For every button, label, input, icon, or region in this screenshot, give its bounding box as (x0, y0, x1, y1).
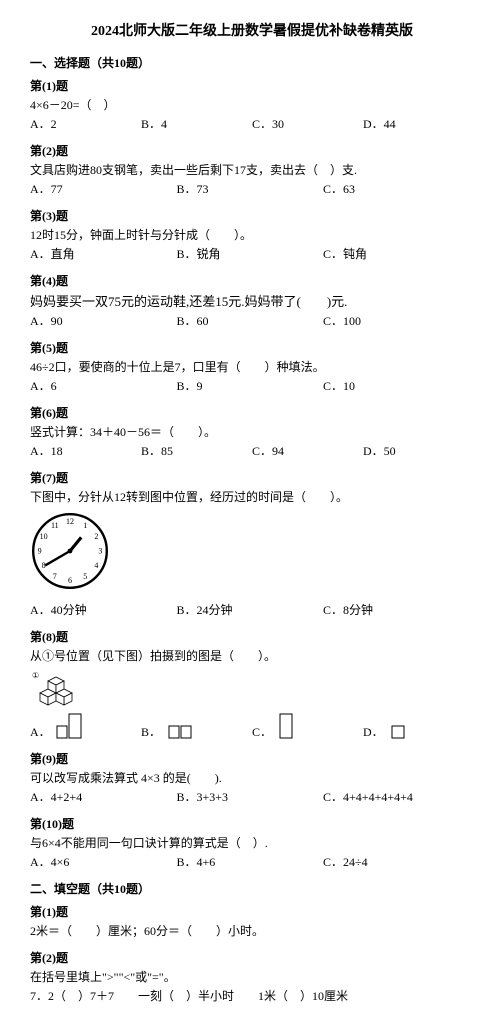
q9-text: 可以改写成乘法算式 4×3 的是( ). (30, 769, 474, 786)
svg-text:4: 4 (94, 561, 98, 570)
q8-opt-b-fig (165, 712, 195, 740)
q4-opt-b: B．60 (177, 312, 324, 329)
q5-text: 46÷2口，要使商的十位上是7，口里有（ ）种填法。 (30, 358, 474, 375)
q6-opt-d: D．50 (363, 442, 474, 459)
fill-question-1: 第(1)题 2米＝（ ）厘米；60分＝（ ）小时。 (30, 903, 474, 939)
fq1-label: 第(1)题 (30, 903, 474, 920)
q7-text: 下图中，分针从12转到图中位置，经历过的时间是（ ）。 (30, 488, 474, 505)
q8-opt-d-fig (388, 712, 410, 740)
q8-opt-c-fig (276, 712, 298, 740)
q3-opt-a: A．直角 (30, 245, 177, 262)
q1-opt-a: A．2 (30, 115, 141, 132)
cube-scene: ① (30, 668, 90, 708)
q10-opt-b: B．4+6 (177, 853, 324, 870)
question-3: 第(3)题 12时15分，钟面上时针与分针成（ ）。 A．直角 B．锐角 C．钝… (30, 207, 474, 262)
fq1-text: 2米＝（ ）厘米；60分＝（ ）小时。 (30, 922, 474, 939)
svg-text:1: 1 (83, 521, 87, 530)
question-6: 第(6)题 竖式计算：34＋40－56＝（ ）。 A．18 B．85 C．94 … (30, 404, 474, 459)
svg-text:6: 6 (68, 576, 72, 585)
svg-text:2: 2 (94, 532, 98, 541)
q4-text: 妈妈要买一双75元的运动鞋,还差15元.妈妈带了( )元. (30, 291, 474, 310)
q6-opt-c: C．94 (252, 442, 363, 459)
q5-opt-c: C．10 (323, 377, 470, 394)
question-1: 第(1)题 4×6－20=（ ） A．2 B．4 C．30 D．44 (30, 77, 474, 132)
fq2-text1: 在括号里填上">""<"或"="。 (30, 968, 474, 985)
q2-text: 文具店购进80支钢笔，卖出一些后剩下17支，卖出去（ ）支. (30, 161, 474, 178)
question-2: 第(2)题 文具店购进80支钢笔，卖出一些后剩下17支，卖出去（ ）支. A．7… (30, 142, 474, 197)
q8-opt-b: B． (141, 712, 252, 740)
q10-text: 与6×4不能用同一句口诀计算的算式是（ ）. (30, 834, 474, 851)
section-2-heading: 二、填空题（共10题） (30, 880, 474, 897)
q6-label: 第(6)题 (30, 404, 474, 421)
q10-opt-a: A．4×6 (30, 853, 177, 870)
clock-face: 12 1 2 3 4 5 6 7 8 9 10 11 (30, 511, 110, 591)
q9-label: 第(9)题 (30, 750, 474, 767)
q3-opt-b: B．锐角 (177, 245, 324, 262)
question-4: 第(4)题 妈妈要买一双75元的运动鞋,还差15元.妈妈带了( )元. A．90… (30, 272, 474, 329)
section-1-heading: 一、选择题（共10题） (30, 54, 474, 71)
q8-label: 第(8)题 (30, 628, 474, 645)
q9-opt-b: B．3+3+3 (177, 788, 324, 805)
q3-opt-c: C．钝角 (323, 245, 470, 262)
svg-text:8: 8 (42, 561, 46, 570)
q10-label: 第(10)题 (30, 815, 474, 832)
q8-opt-d: D． (363, 712, 474, 740)
q8-text: 从①号位置（见下图）拍摄到的图是（ ）。 (30, 647, 474, 664)
svg-text:12: 12 (66, 517, 74, 526)
question-9: 第(9)题 可以改写成乘法算式 4×3 的是( ). A．4+2+4 B．3+3… (30, 750, 474, 805)
q1-opt-d: D．44 (363, 115, 474, 132)
svg-text:7: 7 (53, 572, 57, 581)
q6-opt-b: B．85 (141, 442, 252, 459)
fill-question-2: 第(2)题 在括号里填上">""<"或"="。 7．2（ ）7＋7 一刻（ ）半… (30, 949, 474, 1004)
q5-opt-a: A．6 (30, 377, 177, 394)
q9-opt-a: A．4+2+4 (30, 788, 177, 805)
q3-label: 第(3)题 (30, 207, 474, 224)
q2-opt-a: A．77 (30, 180, 177, 197)
svg-text:10: 10 (40, 532, 48, 541)
svg-text:11: 11 (51, 521, 59, 530)
q3-text: 12时15分，钟面上时针与分针成（ ）。 (30, 226, 474, 243)
q8-opt-a-fig (55, 712, 85, 740)
q4-opt-a: A．90 (30, 312, 177, 329)
question-10: 第(10)题 与6×4不能用同一句口诀计算的算式是（ ）. A．4×6 B．4+… (30, 815, 474, 870)
question-5: 第(5)题 46÷2口，要使商的十位上是7，口里有（ ）种填法。 A．6 B．9… (30, 339, 474, 394)
q6-text: 竖式计算：34＋40－56＝（ ）。 (30, 423, 474, 440)
fq2-text2: 7．2（ ）7＋7 一刻（ ）半小时 1米（ ）10厘米 (30, 987, 474, 1004)
q4-label: 第(4)题 (30, 272, 474, 289)
q1-opt-c: C．30 (252, 115, 363, 132)
q1-opt-b: B．4 (141, 115, 252, 132)
svg-text:3: 3 (98, 547, 102, 556)
q2-label: 第(2)题 (30, 142, 474, 159)
q6-opt-a: A．18 (30, 442, 141, 459)
q9-opt-c: C．4+4+4+4+4+4 (323, 788, 470, 805)
page-title: 2024北师大版二年级上册数学暑假提优补缺卷精英版 (30, 20, 474, 40)
q5-label: 第(5)题 (30, 339, 474, 356)
question-7: 第(7)题 下图中，分针从12转到图中位置，经历过的时间是（ ）。 12 1 2… (30, 469, 474, 618)
q1-text: 4×6－20=（ ） (30, 96, 474, 113)
q7-opt-b: B．24分钟 (177, 601, 324, 618)
q2-opt-b: B．73 (177, 180, 324, 197)
q7-opt-a: A．40分钟 (30, 601, 177, 618)
svg-text:5: 5 (83, 572, 87, 581)
q8-opt-a: A． (30, 712, 141, 740)
q5-opt-b: B．9 (177, 377, 324, 394)
q7-label: 第(7)题 (30, 469, 474, 486)
fq2-label: 第(2)题 (30, 949, 474, 966)
q2-opt-c: C．63 (323, 180, 470, 197)
svg-text:①: ① (32, 671, 39, 680)
q8-opt-c: C． (252, 712, 363, 740)
q1-label: 第(1)题 (30, 77, 474, 94)
question-8: 第(8)题 从①号位置（见下图）拍摄到的图是（ ）。 ① A． (30, 628, 474, 740)
q4-opt-c: C．100 (323, 312, 470, 329)
svg-text:9: 9 (38, 547, 42, 556)
q7-opt-c: C．8分钟 (323, 601, 470, 618)
q10-opt-c: C．24÷4 (323, 853, 470, 870)
